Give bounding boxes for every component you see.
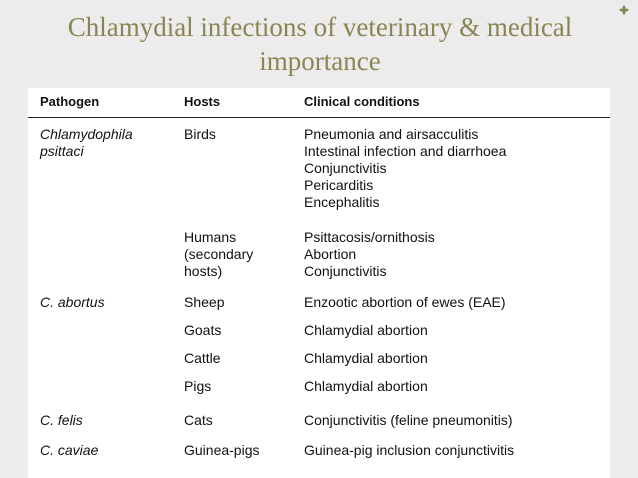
host-cell: Goats xyxy=(184,322,222,338)
condition-cell: Abortion xyxy=(304,246,357,262)
header-pathogen: Pathogen xyxy=(40,94,100,109)
host-cell: Guinea-pigs xyxy=(184,442,260,458)
condition-cell: Enzootic abortion of ewes (EAE) xyxy=(304,294,506,310)
table-header: Pathogen Hosts Clinical conditions xyxy=(28,88,610,116)
header-rule xyxy=(28,117,610,118)
condition-cell: Encephalitis xyxy=(304,194,380,210)
pathogen-cell: C. abortus xyxy=(40,294,105,310)
pathogen-cell: psittaci xyxy=(40,143,84,159)
pathogen-cell: Chlamydophila xyxy=(40,126,133,142)
slide-title: Chlamydial infections of veterinary & me… xyxy=(67,12,573,76)
condition-cell: Chlamydial abortion xyxy=(304,378,428,394)
condition-cell: Conjunctivitis xyxy=(304,263,387,279)
title-bar: Chlamydial infections of veterinary & me… xyxy=(0,0,638,88)
condition-cell: Intestinal infection and diarrhoea xyxy=(304,143,507,159)
host-cell: Birds xyxy=(184,126,216,142)
host-cell: (secondary xyxy=(184,246,254,262)
infection-table: Pathogen Hosts Clinical conditions Chlam… xyxy=(28,88,610,478)
host-cell: Humans xyxy=(184,229,237,245)
condition-cell: Pneumonia and airsacculitis xyxy=(304,126,479,142)
host-cell: Cats xyxy=(184,412,213,428)
fleuron-icon xyxy=(619,5,629,15)
condition-cell: Chlamydial abortion xyxy=(304,350,428,366)
header-clinical-conditions: Clinical conditions xyxy=(304,94,420,109)
pathogen-cell: C. caviae xyxy=(40,442,99,458)
condition-cell: Pericarditis xyxy=(304,177,374,193)
host-cell: Cattle xyxy=(184,350,221,366)
condition-cell: Chlamydial abortion xyxy=(304,322,428,338)
header-hosts: Hosts xyxy=(184,94,221,109)
host-cell: Pigs xyxy=(184,378,212,394)
condition-cell: Conjunctivitis (feline pneumonitis) xyxy=(304,412,513,428)
pathogen-cell: C. felis xyxy=(40,412,83,428)
condition-cell: Conjunctivitis xyxy=(304,160,387,176)
condition-cell: Psittacosis/ornithosis xyxy=(304,229,435,245)
host-cell: hosts) xyxy=(184,263,223,279)
host-cell: Sheep xyxy=(184,294,225,310)
condition-cell: Guinea-pig inclusion conjunctivitis xyxy=(304,442,515,458)
